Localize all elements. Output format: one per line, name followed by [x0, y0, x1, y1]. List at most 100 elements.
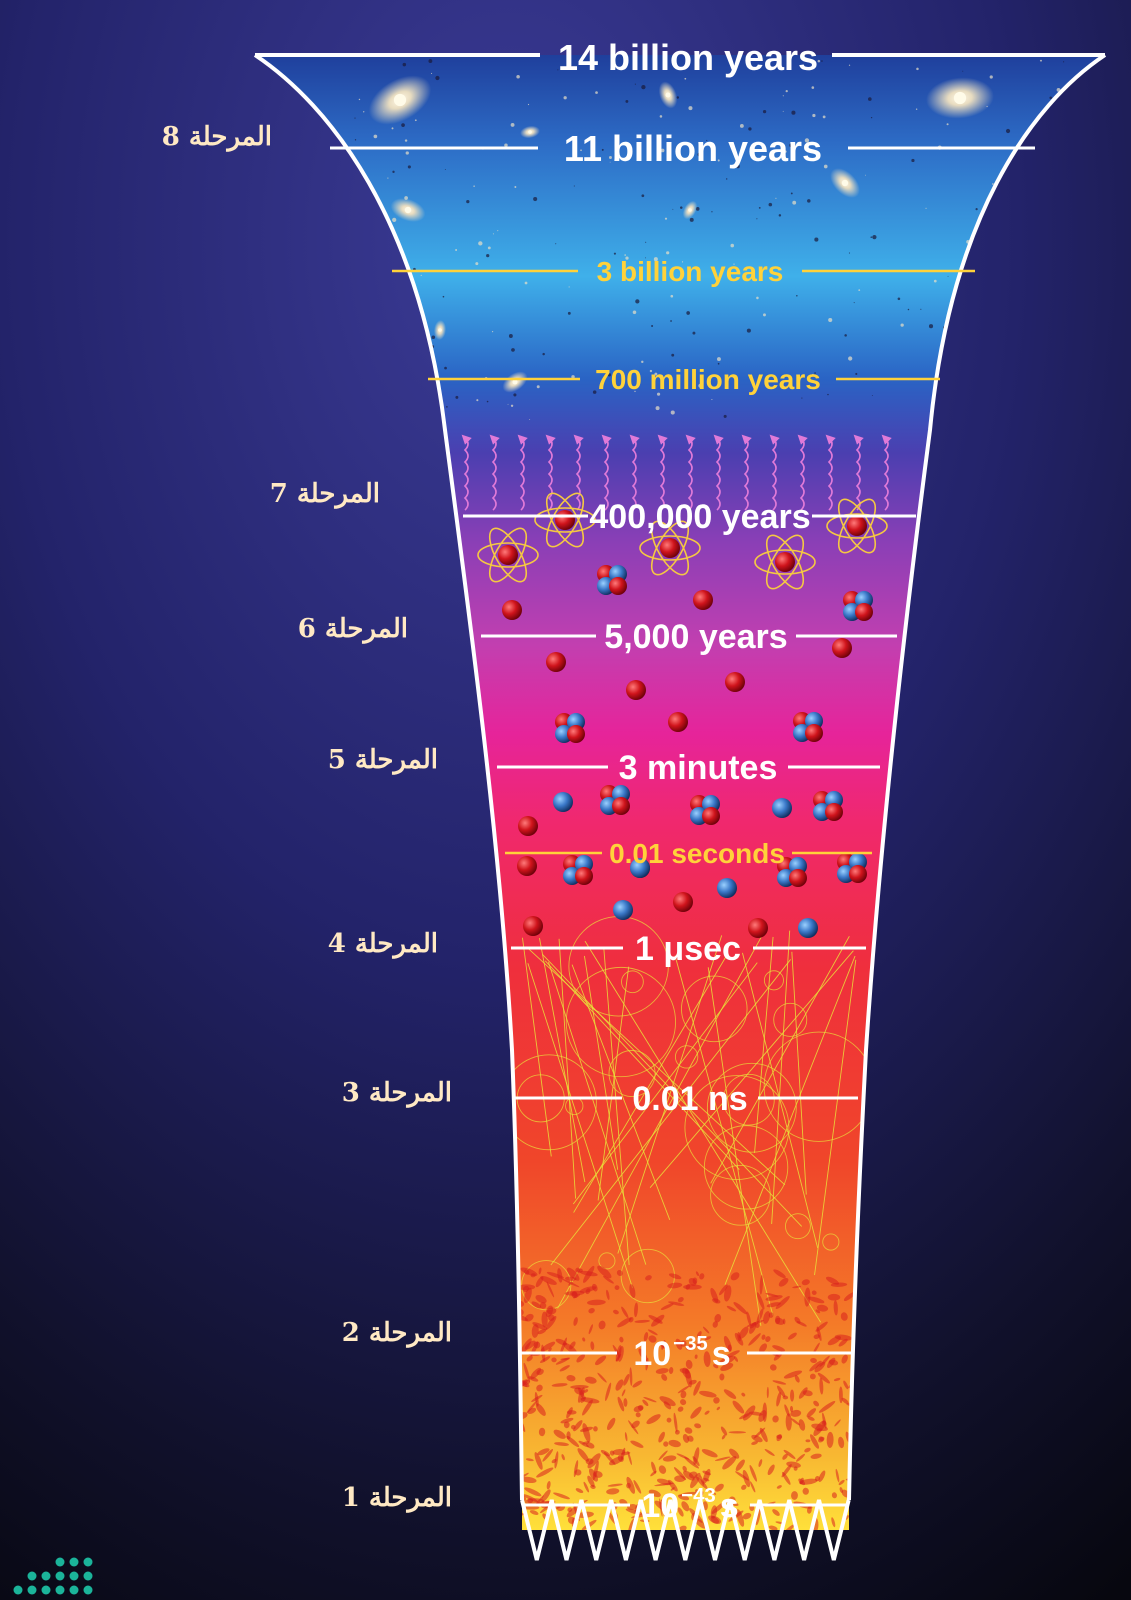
proton-icon — [518, 816, 538, 836]
galaxy-icon — [658, 81, 678, 109]
stage-label: المرحلة 5 — [178, 745, 438, 775]
photon-arrow-icon — [881, 434, 892, 511]
time-mark-label: 0.01 ns — [632, 1080, 747, 1118]
photon-arrow-icon — [657, 434, 668, 511]
atom-icon — [754, 534, 816, 590]
nucleus-icon — [777, 857, 807, 887]
photon-arrow-icon — [685, 434, 696, 511]
stage-word: المرحلة — [188, 122, 272, 152]
stage-number: 2 — [341, 1318, 360, 1348]
nucleus-icon — [600, 785, 630, 815]
photon-arrow-icon — [797, 434, 808, 511]
galaxy-icon — [390, 198, 426, 222]
proton-icon — [748, 918, 768, 938]
proton-icon — [517, 856, 537, 876]
nucleus-icon — [837, 853, 867, 883]
atom-icon — [477, 527, 539, 583]
nucleus-icon — [843, 591, 873, 621]
photon-arrow-icon — [489, 434, 500, 511]
photon-arrow-icon — [629, 434, 640, 511]
atom-icon — [639, 520, 701, 576]
stage-number: 7 — [269, 479, 288, 509]
time-mark-label: 700 million years — [595, 364, 821, 395]
proton-icon — [673, 892, 693, 912]
photon-arrow-icon — [713, 434, 724, 511]
time-mark-label: 11 billion years — [564, 128, 822, 169]
photon-arrow-icon — [769, 434, 780, 511]
time-mark-label: 10−43 s — [641, 1485, 738, 1525]
photon-arrow-icon — [573, 434, 584, 511]
funnel-left-edge — [253, 53, 524, 1501]
galaxy-icon — [433, 320, 447, 340]
photon-arrow-icon — [461, 434, 472, 511]
proton-icon — [523, 916, 543, 936]
stage-word: المرحلة — [354, 929, 438, 959]
stage-number: 5 — [327, 745, 346, 775]
neutron-icon — [553, 792, 573, 812]
funnel-body — [255, 55, 1105, 1530]
atom-icon — [826, 498, 888, 554]
time-mark-label: 5,000 years — [604, 618, 787, 656]
time-mark-label: 400,000 years — [589, 498, 810, 536]
proton-icon — [693, 590, 713, 610]
time-mark-label: 3 minutes — [619, 749, 778, 787]
nucleus-icon — [563, 855, 593, 885]
stage-number: 3 — [341, 1078, 360, 1108]
proton-icon — [668, 712, 688, 732]
neutron-icon — [613, 900, 633, 920]
neutron-icon — [798, 918, 818, 938]
stage-label: المرحلة 8 — [12, 122, 272, 152]
galaxy-icon — [502, 371, 528, 393]
dotted-logo-icon — [13, 1557, 93, 1595]
time-mark-label: 3 billion years — [597, 256, 784, 287]
galaxy-icon — [830, 168, 860, 198]
time-mark-label: 10−35 s — [633, 1333, 730, 1373]
stage-number: 8 — [161, 122, 180, 152]
proton-icon — [502, 600, 522, 620]
stage-word: المرحلة — [368, 1318, 452, 1348]
stage-word: المرحلة — [354, 745, 438, 775]
photon-arrow-icon — [853, 434, 864, 511]
nucleus-icon — [793, 712, 823, 742]
nucleus-icon — [690, 795, 720, 825]
big-bang-edge — [520, 1499, 851, 1561]
photon-arrow-icon — [741, 434, 752, 511]
stage-label: المرحلة 3 — [192, 1078, 452, 1108]
photon-arrow-icon — [825, 434, 836, 511]
stage-label: المرحلة 1 — [192, 1483, 452, 1513]
stage-number: 1 — [341, 1483, 360, 1513]
proton-icon — [832, 638, 852, 658]
stage-label: المرحلة 2 — [192, 1318, 452, 1348]
stage-label: المرحلة 6 — [148, 614, 408, 644]
stage-label: المرحلة 4 — [178, 929, 438, 959]
nucleus-icon — [597, 565, 627, 595]
neutron-icon — [772, 798, 792, 818]
photon-arrow-icon — [517, 434, 528, 511]
galaxy-icon — [926, 77, 994, 119]
nucleus-icon — [813, 791, 843, 821]
stage-word: المرحلة — [324, 614, 408, 644]
stage-label: المرحلة 7 — [120, 479, 380, 509]
photon-arrow-icon — [601, 434, 612, 511]
stage-word: المرحلة — [368, 1078, 452, 1108]
time-mark-label: 0.01 seconds — [609, 838, 785, 869]
galaxy-icon — [520, 125, 540, 139]
stage-number: 4 — [327, 929, 346, 959]
time-mark-label: 14 billion years — [558, 37, 818, 78]
proton-icon — [546, 652, 566, 672]
funnel-right-edge — [847, 53, 1107, 1501]
galaxy-icon — [682, 200, 698, 220]
funnel-contents — [298, 59, 1076, 1530]
photon-arrow-icon — [545, 434, 556, 511]
stage-number: 6 — [297, 614, 316, 644]
galaxy-icon — [368, 75, 432, 125]
proton-icon — [626, 680, 646, 700]
proton-icon — [725, 672, 745, 692]
stage-word: المرحلة — [368, 1483, 452, 1513]
time-mark-label: 1 μsec — [635, 930, 741, 968]
neutron-icon — [630, 858, 650, 878]
stage-word: المرحلة — [296, 479, 380, 509]
neutron-icon — [717, 878, 737, 898]
